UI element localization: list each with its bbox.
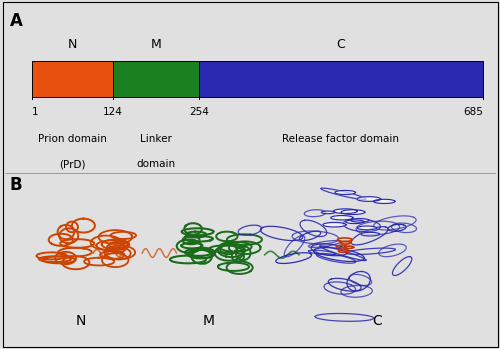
Text: N: N xyxy=(76,314,86,328)
Text: (PrD): (PrD) xyxy=(59,159,86,169)
Bar xyxy=(32,61,113,97)
Polygon shape xyxy=(335,191,355,194)
Polygon shape xyxy=(334,209,357,214)
Text: Release factor domain: Release factor domain xyxy=(282,134,399,144)
Text: 124: 124 xyxy=(103,107,123,118)
Polygon shape xyxy=(346,220,364,224)
Text: Linker: Linker xyxy=(140,134,172,144)
Polygon shape xyxy=(358,226,376,230)
Polygon shape xyxy=(357,197,380,201)
Text: M: M xyxy=(150,38,161,51)
Text: 1: 1 xyxy=(32,107,38,118)
Text: 254: 254 xyxy=(189,107,208,118)
Polygon shape xyxy=(374,199,395,203)
Polygon shape xyxy=(341,210,365,214)
Polygon shape xyxy=(361,232,380,236)
Text: B: B xyxy=(10,176,22,194)
Polygon shape xyxy=(330,216,353,220)
Bar xyxy=(113,61,198,97)
Text: domain: domain xyxy=(136,159,175,169)
Text: C: C xyxy=(336,38,345,51)
Text: N: N xyxy=(68,38,77,51)
Polygon shape xyxy=(350,218,369,222)
Text: M: M xyxy=(202,314,214,328)
Polygon shape xyxy=(323,222,346,227)
Polygon shape xyxy=(322,211,335,214)
Text: C: C xyxy=(372,314,382,328)
Bar xyxy=(198,61,483,97)
Text: Prion domain: Prion domain xyxy=(38,134,107,144)
Text: A: A xyxy=(10,12,23,30)
Text: 685: 685 xyxy=(463,107,483,118)
